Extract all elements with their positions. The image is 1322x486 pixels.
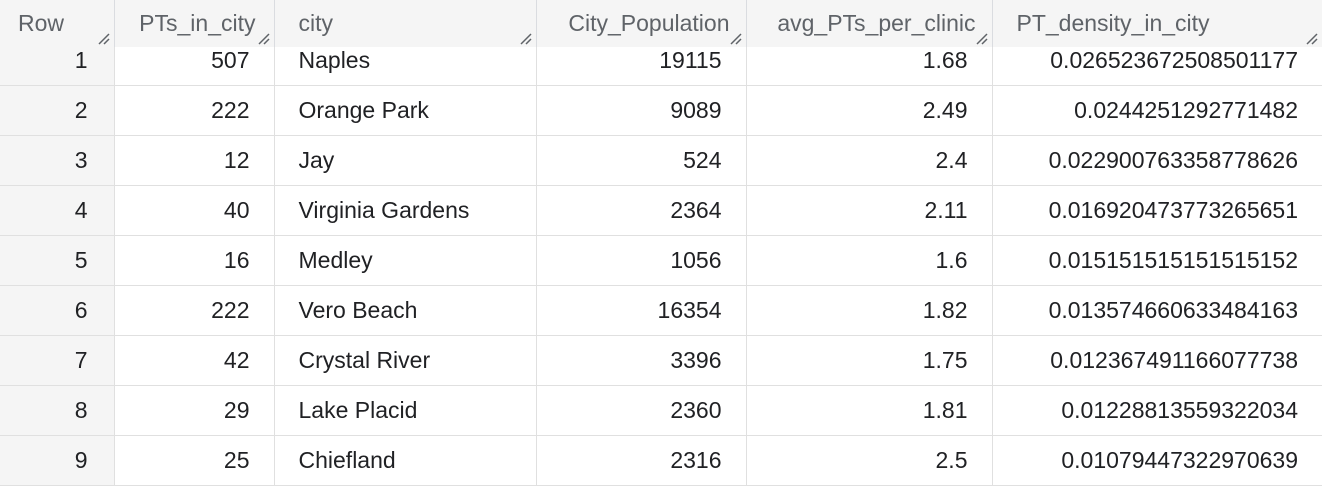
- cell-pts-in-city[interactable]: 222: [114, 285, 275, 336]
- cell-pts-in-city[interactable]: 222: [114, 85, 275, 136]
- column-header-label: city: [298, 10, 334, 36]
- cell-avg-pts-per-clinic[interactable]: 2.11: [746, 185, 993, 236]
- row-number: 8: [0, 385, 115, 436]
- table-row[interactable]: 2 222 Orange Park 9089 2.49 0.0244251292…: [0, 85, 1322, 136]
- cell-pts-in-city[interactable]: 25: [114, 435, 275, 486]
- table-row[interactable]: 7 42 Crystal River 3396 1.75 0.012367491…: [0, 335, 1322, 386]
- column-header-label: PTs_in_city: [139, 10, 256, 36]
- resize-handle-icon[interactable]: [518, 31, 532, 45]
- cell-pt-density[interactable]: 0.022900763358778626: [992, 135, 1322, 186]
- row-number: 5: [0, 235, 115, 286]
- cell-pt-density[interactable]: 0.012367491166077738: [992, 335, 1322, 386]
- cell-pts-in-city[interactable]: 507: [114, 47, 275, 86]
- table-row[interactable]: 4 40 Virginia Gardens 2364 2.11 0.016920…: [0, 185, 1322, 236]
- column-header-label: City_Population: [568, 10, 730, 36]
- cell-avg-pts-per-clinic[interactable]: 1.6: [746, 235, 993, 286]
- column-header-city[interactable]: city: [274, 0, 537, 47]
- cell-avg-pts-per-clinic[interactable]: 1.81: [746, 385, 993, 436]
- table-header: Row PTs_in_city city: [0, 0, 1322, 47]
- cell-city-population[interactable]: 16354: [536, 285, 747, 336]
- column-header-avg-pts-per-clinic[interactable]: avg_PTs_per_clinic: [746, 0, 993, 47]
- cell-pt-density[interactable]: 0.0244251292771482: [992, 85, 1322, 136]
- row-number: 9: [0, 435, 115, 486]
- cell-city-population[interactable]: 2316: [536, 435, 747, 486]
- column-header-label: PT_density_in_city: [1016, 10, 1210, 36]
- table-row[interactable]: 9 25 Chiefland 2316 2.5 0.01079447322970…: [0, 435, 1322, 486]
- table-row[interactable]: 1 507 Naples 19115 1.68 0.02652367250850…: [0, 47, 1322, 86]
- cell-city[interactable]: Medley: [274, 235, 537, 286]
- cell-avg-pts-per-clinic[interactable]: 1.68: [746, 47, 993, 86]
- cell-city-population[interactable]: 9089: [536, 85, 747, 136]
- cell-avg-pts-per-clinic[interactable]: 1.82: [746, 285, 993, 336]
- table-body: 1 507 Naples 19115 1.68 0.02652367250850…: [0, 47, 1322, 486]
- resize-handle-icon[interactable]: [1304, 31, 1318, 45]
- column-header-label: avg_PTs_per_clinic: [777, 10, 976, 36]
- row-number: 7: [0, 335, 115, 386]
- row-number: 2: [0, 85, 115, 136]
- cell-city[interactable]: Orange Park: [274, 85, 537, 136]
- resize-handle-icon[interactable]: [974, 31, 988, 45]
- table-row[interactable]: 6 222 Vero Beach 16354 1.82 0.0135746606…: [0, 285, 1322, 336]
- row-number: 3: [0, 135, 115, 186]
- cell-city-population[interactable]: 3396: [536, 335, 747, 386]
- resize-handle-icon[interactable]: [96, 31, 110, 45]
- cell-pt-density[interactable]: 0.013574660633484163: [992, 285, 1322, 336]
- cell-city-population[interactable]: 524: [536, 135, 747, 186]
- cell-pt-density[interactable]: 0.026523672508501177: [992, 47, 1322, 86]
- resize-handle-icon[interactable]: [728, 31, 742, 45]
- column-header-city-population[interactable]: City_Population: [536, 0, 747, 47]
- row-number: 6: [0, 285, 115, 336]
- cell-pt-density[interactable]: 0.01228813559322034: [992, 385, 1322, 436]
- cell-pts-in-city[interactable]: 12: [114, 135, 275, 186]
- cell-avg-pts-per-clinic[interactable]: 2.5: [746, 435, 993, 486]
- column-header-pts-in-city[interactable]: PTs_in_city: [114, 0, 275, 47]
- cell-avg-pts-per-clinic[interactable]: 1.75: [746, 335, 993, 386]
- cell-city-population[interactable]: 2364: [536, 185, 747, 236]
- cell-pts-in-city[interactable]: 40: [114, 185, 275, 236]
- cell-pt-density[interactable]: 0.016920473773265651: [992, 185, 1322, 236]
- cell-pts-in-city[interactable]: 42: [114, 335, 275, 386]
- cell-pts-in-city[interactable]: 29: [114, 385, 275, 436]
- column-header-label: Row: [18, 10, 65, 36]
- table-row[interactable]: 8 29 Lake Placid 2360 1.81 0.01228813559…: [0, 385, 1322, 436]
- cell-city-population[interactable]: 19115: [536, 47, 747, 86]
- table-row[interactable]: 5 16 Medley 1056 1.6 0.01515151515151515…: [0, 235, 1322, 286]
- cell-pts-in-city[interactable]: 16: [114, 235, 275, 286]
- cell-pt-density[interactable]: 0.015151515151515152: [992, 235, 1322, 286]
- cell-avg-pts-per-clinic[interactable]: 2.4: [746, 135, 993, 186]
- cell-city-population[interactable]: 2360: [536, 385, 747, 436]
- row-number: 1: [0, 47, 115, 86]
- cell-city-population[interactable]: 1056: [536, 235, 747, 286]
- row-number: 4: [0, 185, 115, 236]
- column-header-row[interactable]: Row: [0, 0, 115, 47]
- table-row[interactable]: 3 12 Jay 524 2.4 0.022900763358778626: [0, 135, 1322, 186]
- cell-pt-density[interactable]: 0.01079447322970639: [992, 435, 1322, 486]
- cell-city[interactable]: Chiefland: [274, 435, 537, 486]
- resize-handle-icon[interactable]: [256, 31, 270, 45]
- column-header-pt-density-in-city[interactable]: PT_density_in_city: [992, 0, 1322, 47]
- cell-avg-pts-per-clinic[interactable]: 2.49: [746, 85, 993, 136]
- cell-city[interactable]: Vero Beach: [274, 285, 537, 336]
- cell-city[interactable]: Naples: [274, 47, 537, 86]
- cell-city[interactable]: Lake Placid: [274, 385, 537, 436]
- cell-city[interactable]: Crystal River: [274, 335, 537, 386]
- cell-city[interactable]: Jay: [274, 135, 537, 186]
- cell-city[interactable]: Virginia Gardens: [274, 185, 537, 236]
